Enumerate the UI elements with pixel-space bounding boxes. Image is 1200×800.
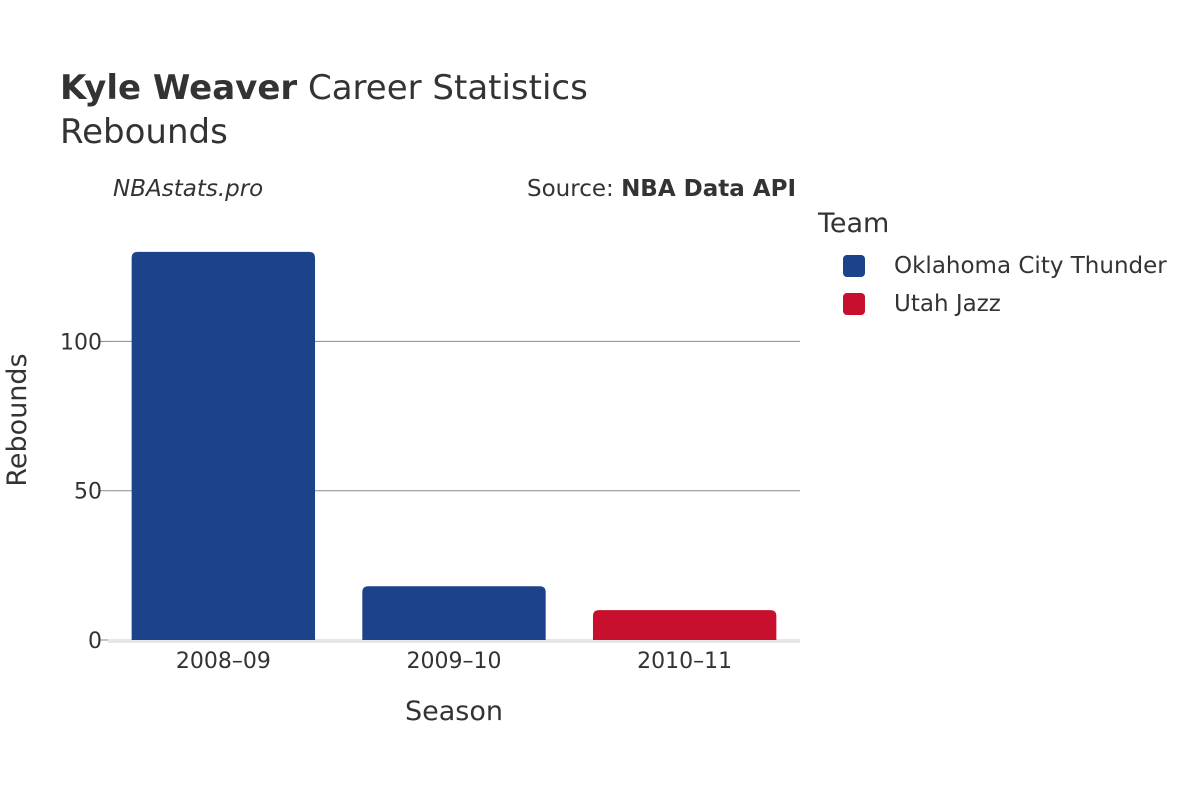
source-prefix: Source: — [527, 176, 622, 202]
x-tick-label: 2009–10 — [407, 649, 502, 674]
source-credit: Source: NBA Data API — [527, 176, 796, 202]
legend: Team Oklahoma City Thunder Utah Jazz — [818, 208, 1167, 323]
chart-subtitle: Rebounds — [60, 112, 228, 152]
title-rest: Career Statistics — [297, 68, 588, 108]
y-tick-label: 100 — [60, 330, 102, 355]
legend-title: Team — [818, 208, 890, 239]
chart-title: Kyle Weaver Career Statistics — [60, 66, 588, 110]
x-tick-label: 2010–11 — [637, 649, 732, 674]
x-axis-title: Season — [405, 696, 503, 727]
legend-item-utah[interactable]: Utah Jazz — [818, 285, 1167, 323]
bar-2008–09-okc — [131, 251, 316, 640]
legend-swatch-okc — [843, 255, 865, 277]
y-tick-label: 0 — [88, 629, 102, 654]
legend-label-utah: Utah Jazz — [894, 291, 1001, 317]
player-name: Kyle Weaver — [60, 68, 298, 108]
bar-2010–11-utah — [592, 610, 777, 640]
y-tick-label: 50 — [74, 480, 102, 505]
bar-2009–10-okc — [362, 586, 546, 640]
legend-label-okc: Oklahoma City Thunder — [894, 253, 1167, 279]
site-credit: NBAstats.pro — [113, 176, 264, 202]
legend-item-okc[interactable]: Oklahoma City Thunder — [818, 247, 1167, 285]
source-name: NBA Data API — [621, 176, 796, 202]
y-axis-title: Rebounds — [2, 353, 33, 486]
x-tick-label: 2008–09 — [176, 649, 271, 674]
legend-swatch-utah — [843, 293, 865, 315]
